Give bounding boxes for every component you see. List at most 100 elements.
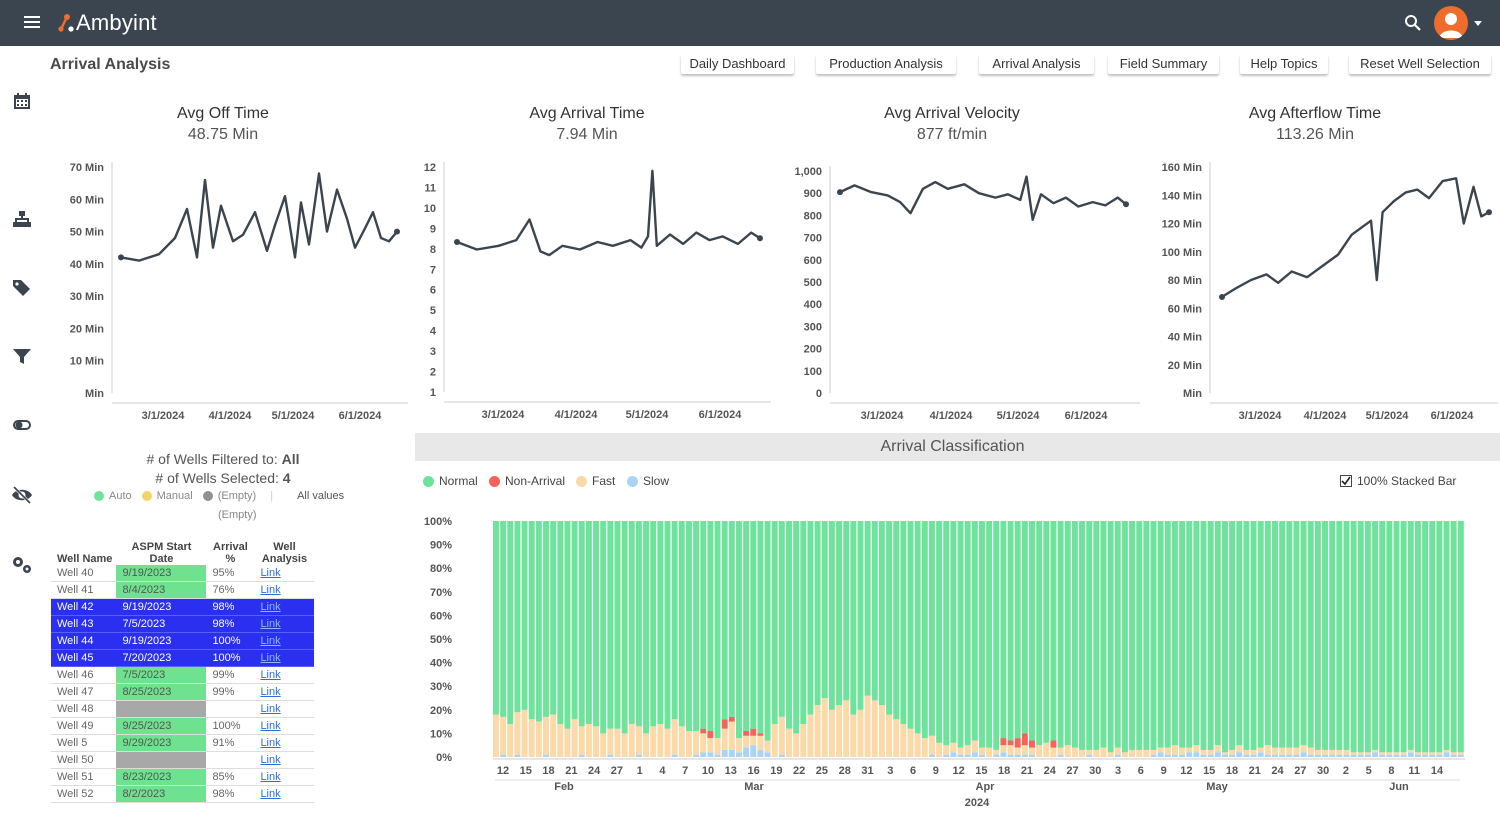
bar-segment-normal[interactable] <box>893 521 900 720</box>
bar-segment-fast[interactable] <box>836 705 843 757</box>
gears-icon[interactable] <box>11 553 33 575</box>
well-analysis-link[interactable]: Link <box>260 720 281 732</box>
bar-segment-fast[interactable] <box>1286 747 1293 755</box>
bar-segment-fast[interactable] <box>635 726 642 755</box>
bar-segment-slow[interactable] <box>1057 754 1064 757</box>
bar-segment-slow[interactable] <box>1343 754 1350 757</box>
bar-segment-slow[interactable] <box>1300 752 1307 757</box>
line-chart-2[interactable]: 1,000 900 800 700 600 500 400 300 200 100 0 3/1/202… <box>794 166 1140 422</box>
bar-segment-fast[interactable] <box>771 723 778 757</box>
bar-segment-fast[interactable] <box>928 735 935 755</box>
bar-segment-fast[interactable] <box>778 716 785 755</box>
bar-segment-slow[interactable] <box>1086 754 1093 757</box>
arrival-pct-cell[interactable]: 91% <box>206 734 255 752</box>
bar-segment-normal[interactable] <box>914 521 921 734</box>
table-row[interactable]: Well 43 7/5/2023 98% Link <box>51 615 315 633</box>
aspm-date-cell[interactable]: 7/5/2023 <box>116 666 207 684</box>
arrival-pct-cell[interactable]: 100% <box>206 717 255 735</box>
bar-segment-fast[interactable] <box>1157 747 1164 753</box>
bar-segment-slow[interactable] <box>1422 754 1429 757</box>
bar-segment-slow[interactable] <box>707 752 714 757</box>
series-end-point[interactable] <box>1486 209 1492 216</box>
bar-segment-fast[interactable] <box>1129 749 1136 757</box>
filter-icon[interactable] <box>11 345 33 367</box>
bar-segment-fast[interactable] <box>650 726 657 757</box>
bar-segment-normal[interactable] <box>1214 521 1221 746</box>
series-line[interactable] <box>120 172 398 262</box>
well-analysis-link[interactable]: Link <box>260 703 281 715</box>
bar-segment-fast[interactable] <box>1407 749 1414 753</box>
bar-segment-slow[interactable] <box>1364 754 1371 757</box>
table-row[interactable]: Well 51 8/23/2023 85% Link <box>51 768 315 786</box>
bar-segment-fast[interactable] <box>828 709 835 757</box>
aspm-date-cell[interactable]: 7/20/2023 <box>116 649 207 667</box>
bar-segment-slow[interactable] <box>1014 754 1021 757</box>
bar-segment-non-arrival[interactable] <box>1007 740 1014 746</box>
bar-segment-fast[interactable] <box>1029 747 1035 755</box>
bar-segment-fast[interactable] <box>550 714 557 757</box>
bar-segment-fast[interactable] <box>979 747 985 755</box>
bar-segment-fast[interactable] <box>507 723 514 757</box>
bar-segment-normal[interactable] <box>800 521 807 724</box>
bar-segment-slow[interactable] <box>1307 754 1314 757</box>
auto-label[interactable]: Auto <box>109 490 132 502</box>
bar-segment-fast[interactable] <box>921 738 928 757</box>
bar-segment-slow[interactable] <box>764 752 771 757</box>
bar-segment-normal[interactable] <box>1250 521 1257 750</box>
bar-segment-normal[interactable] <box>528 521 535 720</box>
bar-segment-normal[interactable] <box>1171 521 1178 746</box>
bar-segment-normal[interactable] <box>1207 521 1214 750</box>
bar-segment-fast[interactable] <box>571 719 578 757</box>
bar-segment-normal[interactable] <box>1107 521 1114 753</box>
bar-segment-normal[interactable] <box>1200 521 1207 750</box>
arrival-pct-cell[interactable] <box>206 700 255 718</box>
bar-segment-normal[interactable] <box>900 521 907 724</box>
table-row[interactable]: Well 48 Link <box>51 700 315 718</box>
bar-segment-normal[interactable] <box>685 521 692 732</box>
bar-segment-slow[interactable] <box>1021 754 1028 757</box>
bar-segment-slow[interactable] <box>950 752 957 757</box>
bar-segment-fast[interactable] <box>850 714 857 757</box>
bar-segment-slow[interactable] <box>700 752 707 757</box>
search-icon[interactable] <box>1404 14 1422 32</box>
bar-segment-fast[interactable] <box>1186 747 1193 753</box>
bar-segment-slow[interactable] <box>1207 754 1214 757</box>
bar-segment-fast[interactable] <box>707 738 714 753</box>
bar-segment-normal[interactable] <box>857 521 864 710</box>
bar-segment-normal[interactable] <box>979 521 985 748</box>
bar-segment-normal[interactable] <box>1314 521 1321 750</box>
bar-segment-fast[interactable] <box>1457 752 1464 755</box>
well-analysis-cell[interactable]: Link <box>254 615 315 633</box>
bar-segment-fast[interactable] <box>1243 749 1250 755</box>
bar-segment-normal[interactable] <box>507 521 514 724</box>
bar-segment-non-arrival[interactable] <box>728 716 735 722</box>
bar-segment-normal[interactable] <box>721 521 728 720</box>
empty-label[interactable]: (Empty) <box>217 490 257 502</box>
stacked-bar-checkbox[interactable]: 100% Stacked Bar <box>1340 474 1456 488</box>
bar-segment-normal[interactable] <box>1457 521 1464 753</box>
col-well-analysis[interactable]: Well Analysis <box>261 541 308 565</box>
bar-segment-normal[interactable] <box>964 521 971 746</box>
bar-segment-slow[interactable] <box>1250 754 1257 757</box>
bar-segment-fast[interactable] <box>1086 749 1093 755</box>
bar-segment-normal[interactable] <box>821 521 828 698</box>
bar-segment-fast[interactable] <box>950 742 957 753</box>
aspm-date-cell[interactable]: 9/19/2023 <box>116 598 207 616</box>
bar-segment-slow[interactable] <box>1257 752 1264 757</box>
bar-segment-slow[interactable] <box>1350 754 1357 757</box>
arrival-pct-cell[interactable]: 100% <box>206 649 255 667</box>
bar-segment-normal[interactable] <box>550 521 557 715</box>
bar-segment-fast[interactable] <box>1393 752 1400 755</box>
bar-segment-fast[interactable] <box>1114 747 1121 755</box>
bar-segment-normal[interactable] <box>678 521 685 727</box>
nav-help-topics[interactable]: Help Topics <box>1240 54 1328 74</box>
bar-segment-fast[interactable] <box>1293 747 1300 755</box>
bar-segment-fast[interactable] <box>1264 745 1271 755</box>
bar-segment-normal[interactable] <box>514 521 521 713</box>
bar-segment-fast[interactable] <box>521 709 528 757</box>
well-analysis-cell[interactable]: Link <box>254 700 315 718</box>
bar-segment-fast[interactable] <box>1300 745 1307 753</box>
line-chart-3[interactable]: 160 Min 140 Min 120 Min 100 Min 80 Min 60 Min… <box>1162 162 1498 422</box>
table-row[interactable]: Well 42 9/19/2023 98% Link <box>51 598 315 616</box>
bar-segment-slow[interactable] <box>1436 754 1443 757</box>
